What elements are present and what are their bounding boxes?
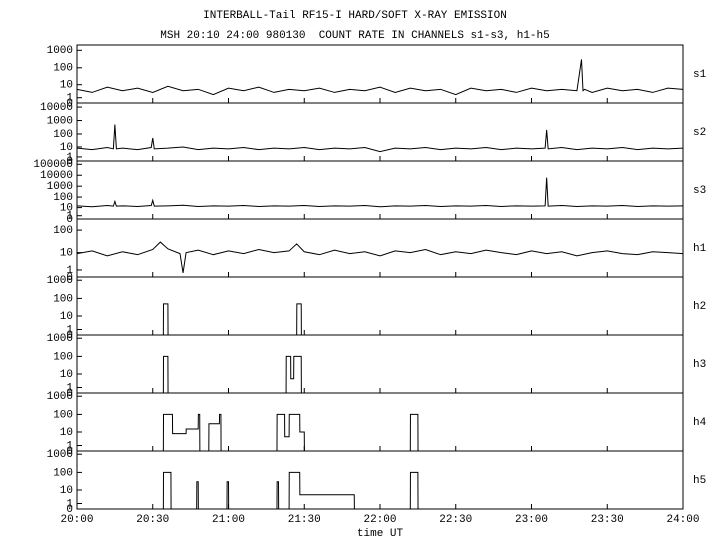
y-tick-label: 100 [53,192,73,204]
series-label: s3 [693,185,706,197]
y-tick-label: 1000 [47,45,73,57]
series-label: h4 [693,417,707,429]
data-line [76,124,684,153]
chart-title: INTERBALL-Tail RF15-I HARD/SOFT X-RAY EM… [203,10,507,22]
x-tick-label: 22:30 [439,514,472,526]
y-tick-label: 10000 [40,170,73,182]
x-tick-label: 21:00 [212,514,245,526]
x-tick-label: 23:30 [591,514,624,526]
data-line [77,413,683,452]
x-tick-label: 20:00 [60,514,93,526]
series-label: h3 [693,359,706,371]
y-tick-label: 100 [53,467,73,479]
y-tick-label: 1 [66,265,73,277]
y-tick-label: 10000 [40,102,73,114]
y-tick-label: 100 [53,293,73,305]
y-tick-label: 100 [53,129,73,141]
x-axis-label: time UT [357,528,404,540]
x-tick-label: 21:30 [288,514,321,526]
y-tick-label: 10 [60,427,73,439]
y-tick-label: 1 [66,152,73,164]
y-tick-label: 0 [66,156,73,168]
y-tick-label: 0 [66,388,73,400]
x-tick-label: 22:00 [363,514,396,526]
y-tick-label: 10 [60,203,73,215]
y-tick-label: 10 [60,485,73,497]
x-tick-label: 23:00 [515,514,548,526]
series-label: h5 [693,475,706,487]
y-tick-label: 0 [66,272,73,284]
series-label: h1 [693,243,707,255]
x-tick-label: 20:30 [136,514,169,526]
x-tick-label: 24:00 [666,514,699,526]
y-tick-label: 10 [60,369,73,381]
y-tick-label: 100000 [33,159,73,171]
series-label: s2 [693,127,706,139]
y-tick-label: 10 [60,248,73,260]
y-tick-label: 0 [66,98,73,110]
series-label: h2 [693,301,706,313]
y-tick-label: 1000 [47,333,73,345]
data-line [76,177,684,208]
y-tick-label: 1 [66,440,73,452]
y-tick-label: 1 [66,382,73,394]
y-tick-label: 1000 [47,115,73,127]
y-tick-label: 1000 [47,275,73,287]
y-tick-label: 0 [66,504,73,516]
y-tick-label: 10 [60,311,73,323]
y-tick-label: 100 [53,409,73,421]
y-tick-label: 1 [66,498,73,510]
y-tick-label: 1000 [47,391,73,403]
y-tick-label: 1 [66,93,73,105]
chart-subtitle: MSH 20:10 24:00 980130 COUNT RATE IN CHA… [160,30,549,42]
data-line [77,355,683,394]
y-tick-label: 1000 [47,449,73,461]
y-tick-label: 0 [66,330,73,342]
y-tick-label: 1 [66,324,73,336]
y-tick-label: 10 [60,80,73,92]
data-line [76,59,684,96]
y-tick-label: 0 [66,214,73,226]
data-line [76,241,684,273]
y-tick-label: 1 [66,211,73,223]
y-tick-label: 100 [53,63,73,75]
y-tick-label: 100 [53,225,73,237]
y-tick-label: 0 [66,446,73,458]
data-line [77,471,683,510]
y-tick-label: 1000 [47,181,73,193]
y-tick-label: 100 [53,351,73,363]
series-label: s1 [693,69,707,81]
y-tick-label: 10 [60,142,73,154]
